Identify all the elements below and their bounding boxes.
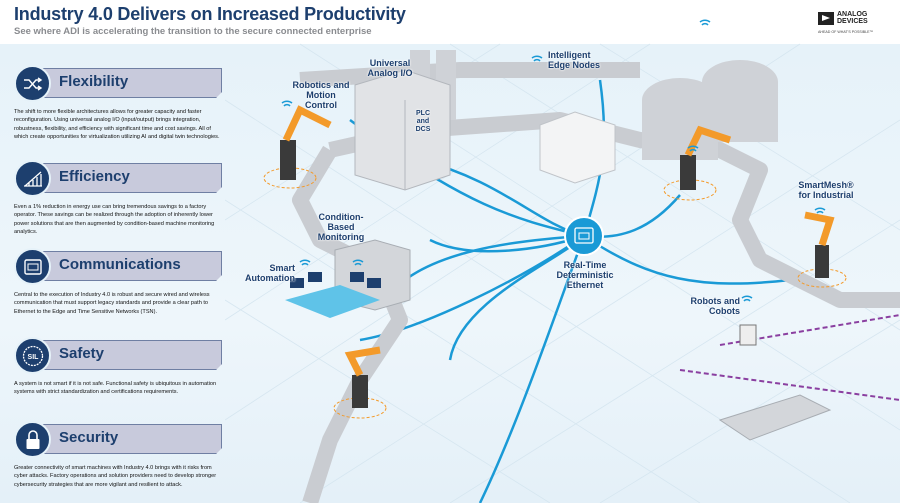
analog-devices-logo: ANALOG DEVICES AHEAD OF WHAT'S POSSIBLE™ xyxy=(818,11,893,38)
section-title: Flexibility xyxy=(59,73,129,90)
section-body: A system is not smart if it is not safe.… xyxy=(14,381,217,396)
cobot-station xyxy=(718,324,832,441)
shuffle-icon xyxy=(14,65,51,102)
plc-cabinet xyxy=(354,69,451,191)
section-title: Security xyxy=(59,429,119,446)
label-robots-cobots: Robots and Cobots xyxy=(690,296,741,316)
label-plc-dcs: PLC and DCS xyxy=(415,110,431,133)
label-smartmesh: SmartMesh® for Industrial xyxy=(798,180,854,200)
silo-tanks xyxy=(410,50,778,160)
label-condition-based-monitoring: Condition-Based Monitoring xyxy=(317,212,365,242)
page-subtitle: See where ADI is accelerating the transi… xyxy=(14,26,372,37)
section-title: Safety xyxy=(59,345,105,362)
robot-arms xyxy=(263,105,847,419)
server-box xyxy=(539,111,616,184)
logo-line1: ANALOG xyxy=(837,11,868,18)
label-intelligent-edge-nodes: Intelligent Edge Nodes xyxy=(548,50,601,70)
label-real-time-ethernet: Real-Time Deterministic Ethernet xyxy=(556,260,614,290)
wifi-icons xyxy=(281,19,826,302)
section-title: Communications xyxy=(59,256,181,273)
factory-illustration xyxy=(225,19,900,503)
label-robotics-motion-control: Robotics and Motion Control xyxy=(292,80,350,110)
logo-tagline: AHEAD OF WHAT'S POSSIBLE™ xyxy=(818,30,874,34)
section-body: Greater connectivity of smart machines w… xyxy=(14,465,217,488)
section-banner xyxy=(24,424,222,454)
section-banner xyxy=(24,163,222,193)
padlock-icon xyxy=(14,421,51,458)
section-banner xyxy=(24,68,222,98)
operator-desk xyxy=(285,272,381,318)
logo-name: ANALOG DEVICES xyxy=(837,11,868,25)
section-banner xyxy=(24,340,222,370)
label-universal-analog-io: Universal Analog I/O xyxy=(367,58,413,78)
section-body: Central to the execution of Industry 4.0… xyxy=(14,292,210,315)
growth-chart-icon xyxy=(14,160,51,197)
section-body: Even a 1% reduction in energy use can br… xyxy=(14,204,215,235)
label-smart-automation: Smart Automation xyxy=(245,263,295,283)
ethernet-port-icon xyxy=(14,248,51,285)
sil-badge-icon: SIL xyxy=(14,337,51,374)
logo-triangle-icon xyxy=(818,12,834,25)
logo-line2: DEVICES xyxy=(837,17,868,25)
ethernet-hub xyxy=(564,216,604,256)
section-title: Efficiency xyxy=(59,168,130,185)
cobot-path xyxy=(679,314,900,401)
section-body: The shift to more flexible architectures… xyxy=(14,109,220,140)
svg-text:SIL: SIL xyxy=(27,354,39,361)
page-title: Industry 4.0 Delivers on Increased Produ… xyxy=(14,4,406,24)
